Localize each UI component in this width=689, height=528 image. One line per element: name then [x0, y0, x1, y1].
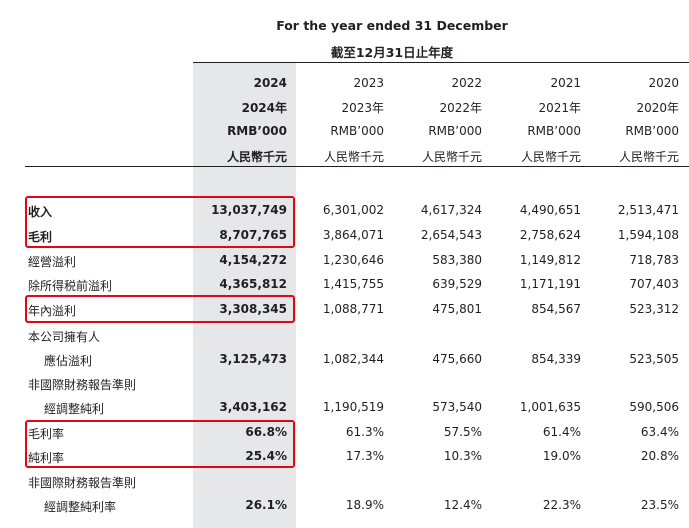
table-cell: 1,594,108	[617, 228, 679, 242]
period-title-en: For the year ended 31 December	[276, 18, 508, 33]
row-label: 純利率	[28, 451, 65, 465]
column-header-unit-zh: 人民幣千元	[618, 150, 679, 164]
table-cell: 854,567	[531, 302, 581, 316]
table-cell: 57.5%	[443, 425, 482, 439]
table-cell: 583,380	[432, 253, 482, 267]
column-header-unit-zh: 人民幣千元	[421, 150, 482, 164]
table-cell: 26.1%	[245, 498, 287, 512]
row-label: 經調整純利率	[44, 500, 117, 514]
row-label: 除所得税前溢利	[28, 279, 113, 293]
table-cell: 475,801	[432, 302, 482, 316]
table-cell: 707,403	[629, 277, 679, 291]
column-header-unit-en: RMB’000	[527, 124, 581, 138]
column-header-year: 2020	[648, 76, 679, 90]
table-cell: 2,513,471	[617, 203, 679, 217]
table-cell: 61.4%	[542, 425, 581, 439]
column-header-unit-en: RMB’000	[625, 124, 679, 138]
row-label: 毛利	[28, 230, 53, 244]
column-header-year-zh: 2021年	[538, 101, 581, 115]
table-cell: 475,660	[432, 352, 482, 366]
row-label: 經調整純利	[44, 402, 105, 416]
annotation-box-margins	[25, 420, 295, 468]
table-cell: 2,654,543	[420, 228, 482, 242]
table-cell: 20.8%	[640, 449, 679, 463]
table-cell: 23.5%	[640, 498, 679, 512]
table-cell: 18.9%	[345, 498, 384, 512]
table-cell: 22.3%	[542, 498, 581, 512]
table-cell: 1,415,755	[322, 277, 384, 291]
table-cell: 4,154,272	[219, 253, 287, 267]
table-cell: 6,301,002	[322, 203, 384, 217]
table-cell: 2,758,624	[519, 228, 581, 242]
header-rule	[193, 62, 689, 63]
table-cell: 639,529	[432, 277, 482, 291]
table-cell: 590,506	[629, 400, 679, 414]
table-cell: 854,339	[531, 352, 581, 366]
table-cell: 4,365,812	[219, 277, 287, 291]
table-cell: 4,490,651	[519, 203, 581, 217]
table-cell: 1,001,635	[519, 400, 581, 414]
period-title-zh: 截至12月31日止年度	[330, 45, 454, 60]
table-cell: 573,540	[432, 400, 482, 414]
table-cell: 13,037,749	[211, 203, 287, 217]
column-header-unit-en: RMB’000	[330, 124, 384, 138]
row-label: 應佔溢利	[44, 354, 93, 368]
column-header-year: 2023	[353, 76, 384, 90]
table-cell: 61.3%	[345, 425, 384, 439]
table-cell: 1,082,344	[322, 352, 384, 366]
header-bottom-rule	[25, 166, 689, 167]
table-cell: 66.8%	[245, 425, 287, 439]
column-header-unit-zh: 人民幣千元	[226, 150, 287, 164]
column-header-year-zh: 2023年	[341, 101, 384, 115]
table-cell: 3,308,345	[219, 302, 287, 316]
row-label: 非國際財務報告準則	[28, 378, 137, 392]
table-cell: 3,403,162	[219, 400, 287, 414]
column-header-unit-en: RMB’000	[428, 124, 482, 138]
table-cell: 1,190,519	[322, 400, 384, 414]
annotation-box-revenue-gross-profit	[25, 196, 295, 248]
table-cell: 25.4%	[245, 449, 287, 463]
table-cell: 10.3%	[443, 449, 482, 463]
column-header-year: 2021	[550, 76, 581, 90]
column-header-year: 2022	[451, 76, 482, 90]
table-cell: 718,783	[629, 253, 679, 267]
row-label: 收入	[28, 205, 53, 219]
table-cell: 523,505	[629, 352, 679, 366]
column-header-year-zh: 2024年	[241, 101, 287, 115]
column-header-unit-en: RMB’000	[227, 124, 287, 138]
row-label: 本公司擁有人	[28, 330, 101, 344]
row-label: 毛利率	[28, 427, 65, 441]
row-label: 年內溢利	[28, 304, 77, 318]
annotation-box-profit-for-year	[25, 295, 295, 323]
column-header-year-zh: 2020年	[636, 101, 679, 115]
row-label: 非國際財務報告準則	[28, 476, 137, 490]
table-cell: 4,617,324	[420, 203, 482, 217]
table-cell: 63.4%	[640, 425, 679, 439]
table-cell: 1,230,646	[322, 253, 384, 267]
table-cell: 1,088,771	[322, 302, 384, 316]
column-header-unit-zh: 人民幣千元	[520, 150, 581, 164]
table-cell: 1,149,812	[519, 253, 581, 267]
table-cell: 19.0%	[542, 449, 581, 463]
table-cell: 8,707,765	[219, 228, 287, 242]
row-label: 經營溢利	[28, 255, 77, 269]
table-cell: 3,125,473	[219, 352, 287, 366]
table-cell: 523,312	[629, 302, 679, 316]
column-header-year: 2024	[253, 76, 287, 90]
table-cell: 1,171,191	[519, 277, 581, 291]
table-cell: 12.4%	[443, 498, 482, 512]
table-cell: 3,864,071	[322, 228, 384, 242]
column-header-unit-zh: 人民幣千元	[323, 150, 384, 164]
table-cell: 17.3%	[345, 449, 384, 463]
column-header-year-zh: 2022年	[439, 101, 482, 115]
